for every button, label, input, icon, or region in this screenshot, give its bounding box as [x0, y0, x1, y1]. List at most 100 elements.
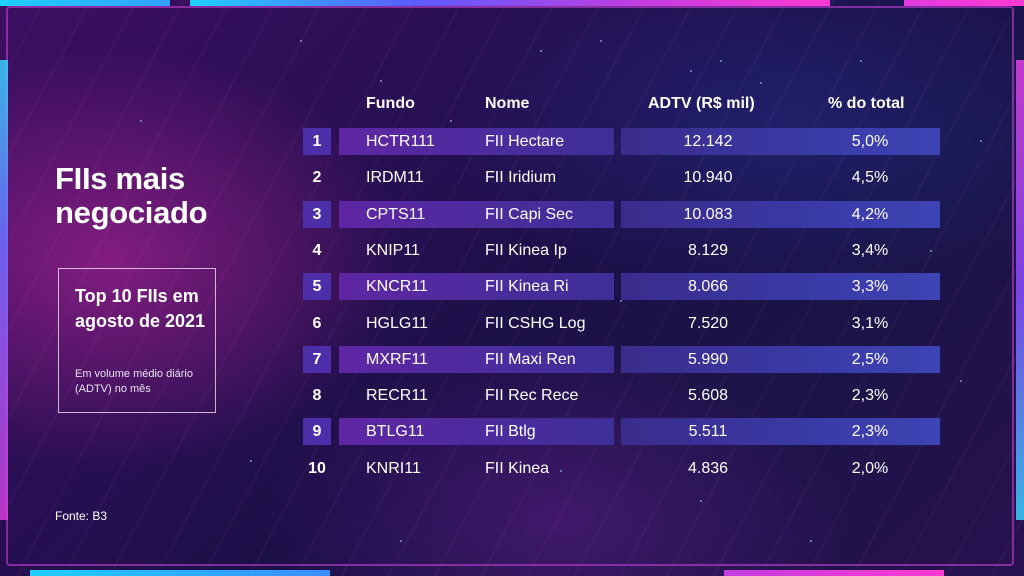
row-highlight — [339, 418, 614, 445]
table-row: 1 HCTR111 FII Hectare 12.142 5,0% — [0, 128, 1024, 155]
nome-cell: FII Iridium — [485, 169, 557, 186]
table-row: 10 KNRI11 FII Kinea 4.836 2,0% — [0, 455, 1024, 482]
frame-top-left-accent — [0, 0, 170, 6]
nome-cell: FII Hectare — [485, 133, 565, 150]
pct-cell: 2,3% — [851, 423, 889, 440]
star-dot — [300, 40, 302, 42]
frame-bottom-right-accent — [724, 570, 944, 576]
rank-cell: 4 — [312, 242, 322, 259]
header-adtv: ADTV (R$ mil) — [648, 95, 755, 112]
row-highlight — [339, 346, 614, 373]
info-box: Top 10 FIIs em agosto de 2021 Em volume … — [58, 268, 216, 413]
nome-cell: FII Capi Sec — [485, 206, 574, 223]
header-pct: % do total — [828, 95, 905, 112]
row-highlight — [621, 418, 940, 445]
star-dot — [540, 50, 542, 52]
row-highlight — [339, 128, 614, 155]
star-dot — [250, 460, 252, 462]
table-row: 4 KNIP11 FII Kinea Ip 8.129 3,4% — [0, 237, 1024, 264]
star-dot — [140, 120, 142, 122]
nome-cell: FII Kinea Ri — [485, 278, 569, 295]
row-highlight — [621, 346, 940, 373]
table-row: 2 IRDM11 FII Iridium 10.940 4,5% — [0, 164, 1024, 191]
adtv-cell: 5.608 — [687, 387, 729, 404]
header-fundo: Fundo — [366, 95, 415, 112]
info-box-title: Top 10 FIIs em agosto de 2021 — [75, 286, 206, 331]
pct-cell: 5,0% — [851, 133, 889, 150]
adtv-cell: 8.129 — [687, 242, 729, 259]
frame-top-accent — [190, 0, 830, 6]
table-row: 3 CPTS11 FII Capi Sec 10.083 4,2% — [0, 201, 1024, 228]
row-highlight — [303, 418, 331, 445]
rank-cell: 9 — [312, 423, 322, 440]
star-dot — [760, 82, 762, 84]
star-dot — [810, 540, 812, 542]
row-highlight — [621, 128, 940, 155]
row-highlight — [621, 201, 940, 228]
table-row: 5 KNCR11 FII Kinea Ri 8.066 3,3% — [0, 273, 1024, 300]
row-highlight — [303, 128, 331, 155]
table-row: 7 MXRF11 FII Maxi Ren 5.990 2,5% — [0, 346, 1024, 373]
row-highlight — [303, 273, 331, 300]
fundo-cell: KNRI11 — [366, 460, 421, 477]
row-highlight — [303, 201, 331, 228]
row-highlight — [339, 273, 614, 300]
rank-cell: 8 — [312, 387, 322, 404]
star-dot — [380, 80, 382, 82]
adtv-cell: 12.142 — [683, 133, 733, 150]
adtv-cell: 5.990 — [687, 351, 729, 368]
star-dot — [560, 470, 562, 472]
fundo-cell: HGLG11 — [366, 315, 428, 332]
row-highlight — [303, 346, 331, 373]
star-dot — [880, 470, 882, 472]
fundo-cell: KNCR11 — [366, 278, 428, 295]
pct-cell: 3,3% — [851, 278, 889, 295]
star-dot — [700, 500, 702, 502]
frame-bottom-accent — [30, 570, 330, 576]
frame-right-accent — [1016, 60, 1024, 520]
pct-cell: 4,2% — [851, 206, 889, 223]
page-title: FIIs mais negociado — [55, 161, 208, 230]
rank-cell: 10 — [308, 460, 326, 477]
star-dot — [620, 300, 622, 302]
rank-cell: 1 — [312, 133, 322, 150]
rank-cell: 5 — [312, 278, 322, 295]
rank-cell: 6 — [312, 315, 322, 332]
table-row: 9 BTLG11 FII Btlg 5.511 2,3% — [0, 418, 1024, 445]
star-dot — [450, 120, 452, 122]
rank-cell: 3 — [312, 206, 322, 223]
rank-cell: 2 — [312, 169, 322, 186]
fundo-cell: CPTS11 — [366, 206, 426, 223]
nome-cell: FII Rec Rece — [485, 387, 579, 404]
pct-cell: 2,3% — [851, 387, 889, 404]
fundo-cell: IRDM11 — [366, 169, 424, 186]
star-dot — [960, 380, 962, 382]
row-highlight — [621, 273, 940, 300]
info-box-subtitle: Em volume médio diário (ADTV) no mês — [75, 368, 193, 395]
star-dot — [400, 540, 402, 542]
fundo-cell: BTLG11 — [366, 423, 425, 440]
star-dot — [720, 60, 722, 62]
adtv-cell: 8.066 — [687, 278, 729, 295]
table-row: 8 RECR11 FII Rec Rece 5.608 2,3% — [0, 382, 1024, 409]
star-dot — [860, 60, 862, 62]
nome-cell: FII Kinea Ip — [485, 242, 567, 259]
fundo-cell: RECR11 — [366, 387, 428, 404]
header-nome: Nome — [485, 95, 530, 112]
nome-cell: FII CSHG Log — [485, 315, 586, 332]
adtv-cell: 4.836 — [687, 460, 729, 477]
pct-cell: 2,5% — [851, 351, 889, 368]
star-dot — [690, 70, 692, 72]
row-highlight — [339, 201, 614, 228]
fundo-cell: HCTR111 — [366, 133, 435, 150]
star-dot — [930, 250, 932, 252]
rank-cell: 7 — [312, 351, 322, 368]
nome-cell: FII Maxi Ren — [485, 351, 576, 368]
pct-cell: 4,5% — [851, 169, 889, 186]
fundo-cell: KNIP11 — [366, 242, 420, 259]
pct-cell: 2,0% — [851, 460, 889, 477]
adtv-cell: 10.940 — [683, 169, 733, 186]
nome-cell: FII Btlg — [485, 423, 536, 440]
